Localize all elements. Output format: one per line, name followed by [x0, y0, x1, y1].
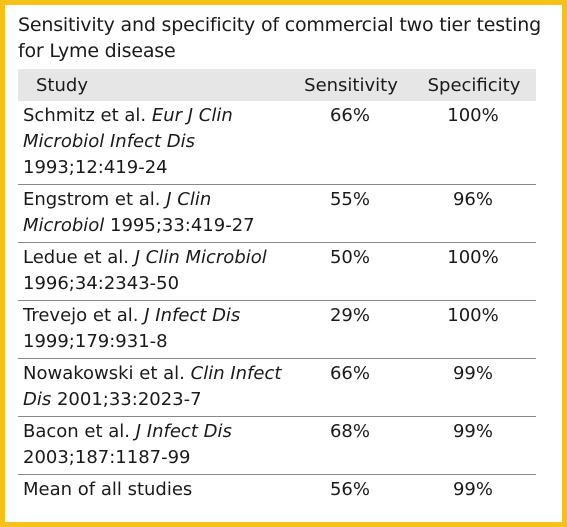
study-cell: Bacon et al. J Infect Dis 2003;187:1187-… — [18, 416, 290, 475]
specificity-cell: 96% — [412, 184, 536, 243]
study-citation: 1993;12:419-24 — [23, 157, 168, 178]
sensitivity-cell: 66% — [290, 358, 412, 417]
table-row: Trevejo et al. J Infect Dis 1999;179:931… — [18, 300, 536, 359]
specificity-cell: 99% — [412, 416, 536, 475]
specificity-cell: 100% — [412, 300, 536, 359]
data-table: Study Sensitivity Specificity Schmitz et… — [18, 69, 536, 506]
sensitivity-cell: 50% — [290, 242, 412, 301]
table-row: Nowakowski et al. Clin Infect Dis 2001;3… — [18, 358, 536, 417]
study-author: Trevejo et al. — [23, 305, 139, 326]
sensitivity-cell: 66% — [290, 101, 412, 185]
study-cell: Trevejo et al. J Infect Dis 1999;179:931… — [18, 300, 290, 359]
study-journal: J Infect Dis — [135, 421, 232, 442]
study-author: Ledue et al. — [23, 247, 135, 268]
study-cell: Schmitz et al. Eur J Clin Microbiol Infe… — [18, 101, 290, 185]
column-header-study: Study — [18, 69, 290, 101]
header-row: Study Sensitivity Specificity — [18, 69, 536, 101]
sensitivity-cell: 55% — [290, 184, 412, 243]
table-row: Ledue et al. J Clin Microbiol 1996;34:23… — [18, 242, 536, 301]
study-journal: J Clin Microbiol — [23, 189, 212, 236]
study-journal: J Infect Dis — [144, 305, 241, 326]
sensitivity-cell: 68% — [290, 416, 412, 475]
study-author: Bacon et al. — [23, 421, 131, 442]
specificity-cell: 100% — [412, 242, 536, 301]
study-author: Mean of all studies — [23, 479, 193, 500]
specificity-cell: 100% — [412, 101, 536, 185]
sensitivity-cell: 29% — [290, 300, 412, 359]
study-journal: Eur J Clin Microbiol Infect Dis — [23, 105, 233, 152]
specificity-cell: 99% — [452, 479, 493, 500]
table-row-mean: Mean of all studies 56% 99% — [18, 475, 536, 507]
study-cell: Mean of all studies — [18, 475, 290, 507]
column-header-sensitivity: Sensitivity — [290, 69, 412, 101]
study-author: Schmitz et al. — [23, 105, 147, 126]
study-citation: 2003;187:1187-99 — [23, 447, 191, 468]
table-row: Engstrom et al. J Clin Microbiol 1995;33… — [18, 184, 536, 243]
table-title: Sensitivity and specificity of commercia… — [18, 14, 541, 62]
study-journal: Clin Infect Dis — [23, 363, 282, 410]
study-citation: 1999;179:931-8 — [23, 331, 168, 352]
table-row: Schmitz et al. Eur J Clin Microbiol Infe… — [18, 101, 536, 185]
sensitivity-cell: 56% — [329, 479, 370, 500]
study-cell: Nowakowski et al. Clin Infect Dis 2001;3… — [18, 358, 290, 417]
column-header-specificity: Specificity — [412, 69, 536, 101]
study-journal: J Clin Microbiol — [134, 247, 267, 268]
study-author: Engstrom et al. — [23, 189, 161, 210]
specificity-cell: 99% — [412, 358, 536, 417]
study-cell: Engstrom et al. J Clin Microbiol 1995;33… — [18, 184, 290, 243]
study-citation: 1995;33:419-27 — [110, 215, 255, 236]
study-citation: 1996;34:2343-50 — [23, 273, 180, 294]
study-citation: 2001;33:2023-7 — [56, 389, 202, 410]
study-author: Nowakowski et al. — [23, 363, 185, 384]
study-cell: Ledue et al. J Clin Microbiol 1996;34:23… — [18, 242, 290, 301]
table-row: Bacon et al. J Infect Dis 2003;187:1187-… — [18, 416, 536, 475]
